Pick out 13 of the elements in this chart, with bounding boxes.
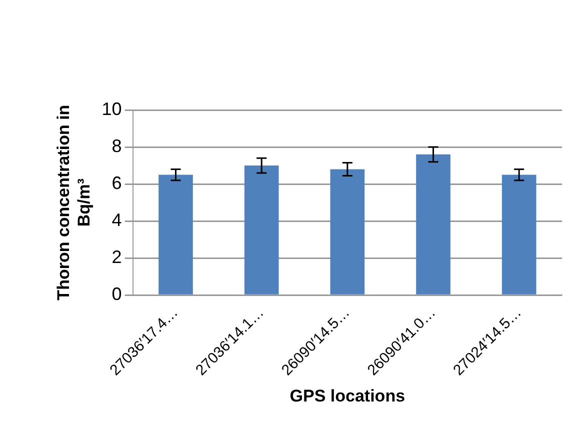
y-tick-label: 8 [112,136,122,156]
y-tick-label: 4 [112,210,122,230]
y-tick-label: 6 [112,173,122,194]
bar [330,169,365,294]
y-axis-title: Thoron concentration in Bq/m³ [54,104,94,300]
y-tick-label: 0 [112,284,122,304]
x-axis-title: GPS locations [290,386,406,406]
bar [416,154,450,294]
bar [158,174,193,294]
y-tick-label: 10 [102,98,122,119]
y-tick-label: 2 [112,247,122,268]
bar [244,166,279,294]
bar [502,174,536,294]
